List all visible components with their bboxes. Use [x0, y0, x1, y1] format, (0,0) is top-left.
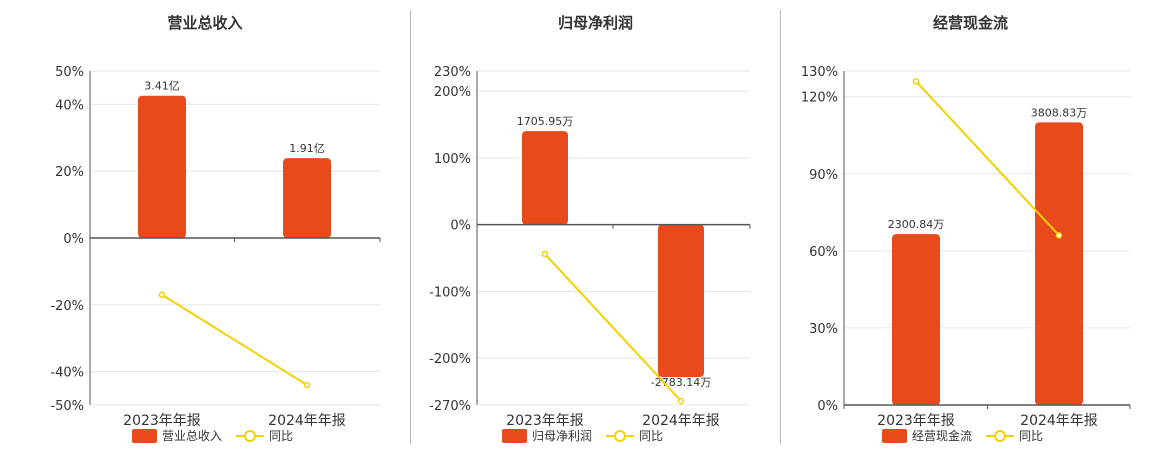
- y-tick-label: 50%: [55, 65, 84, 80]
- y-tick-label: 60%: [809, 245, 838, 260]
- x-category-label: 2023年年报: [506, 413, 584, 429]
- legend-line-swatch: [236, 429, 265, 443]
- legend-line-label: 同比: [639, 429, 664, 443]
- legend-bar-label: 经营现金流: [912, 429, 973, 443]
- y-tick-label: -100%: [429, 285, 471, 300]
- chart-panel-net-profit: 归母净利润 230% 200% 100% 0% -100% -200% -270% 1705.…: [411, 0, 780, 450]
- chart-svg-net-profit: 230%200%100%0%-100%-200%-270%1705.95万-27…: [429, 65, 751, 429]
- bar: [522, 131, 568, 225]
- y-tick-label: 30%: [809, 322, 838, 337]
- y-tick-label: 130%: [801, 65, 838, 80]
- panel-divider: [780, 10, 781, 444]
- y-tick-label: -50%: [50, 399, 84, 414]
- y-tick-label: 40%: [55, 98, 84, 113]
- legend-bar-swatch: [132, 428, 157, 443]
- y-tick-label: 0%: [63, 232, 84, 247]
- ratio-point: [158, 291, 166, 299]
- bar: [892, 234, 940, 405]
- bar-data-label: 3.41亿: [144, 80, 180, 93]
- x-category-label: 2024年年报: [268, 413, 346, 429]
- y-tick-label: -20%: [50, 299, 84, 314]
- y-tick-label: 100%: [434, 152, 471, 167]
- legend: 归母净利润 同比: [502, 427, 663, 444]
- x-category-label: 2024年年报: [642, 413, 720, 429]
- panel-divider: [410, 10, 411, 444]
- x-category-label: 2023年年报: [123, 413, 201, 429]
- ratio-line: [544, 253, 682, 402]
- bar: [658, 224, 704, 377]
- legend-line-label: 同比: [1019, 429, 1044, 443]
- x-category-label: 2023年年报: [877, 413, 955, 429]
- y-tick-label: -270%: [429, 399, 471, 414]
- legend-line-swatch: [986, 429, 1015, 443]
- legend: 营业总收入 同比: [132, 427, 293, 444]
- legend: 经营现金流 同比: [882, 427, 1043, 444]
- chart-panel-cash-flow: 经营现金流 130% 120% 90% 60% 30% 0% 2300.84万 3808.83…: [781, 0, 1160, 450]
- y-tick-label: 0%: [450, 219, 471, 234]
- y-tick-label: 230%: [434, 65, 471, 80]
- bar: [283, 158, 331, 238]
- legend-bar-swatch: [882, 428, 907, 443]
- legend-bar-swatch: [502, 428, 527, 443]
- chart-svg-revenue: 50% 40% 20% 0% -20% -40% -50% 3.41亿 1.91亿 2023年年报…: [50, 65, 381, 429]
- bar-data-label: 3808.83万: [1031, 106, 1088, 119]
- chart-panel-revenue: 营业总收入 50% 40% 20% 0% -20% -40% -50% 3.41亿 1.91亿 2…: [0, 0, 410, 450]
- y-tick-label: 120%: [801, 91, 838, 106]
- chart-title: 归母净利润: [557, 14, 633, 32]
- bar-data-label: 2300.84万: [888, 218, 945, 231]
- ratio-point: [677, 397, 685, 405]
- y-tick-label: -200%: [429, 352, 471, 367]
- bar: [1035, 122, 1083, 405]
- legend-line-label: 同比: [269, 429, 294, 443]
- chart-title: 经营现金流: [932, 14, 1008, 32]
- bar-data-label: 1705.95万: [517, 115, 574, 128]
- ratio-point: [303, 381, 311, 389]
- y-tick-label: -40%: [50, 366, 84, 381]
- y-tick-label: 90%: [809, 168, 838, 183]
- legend-line-swatch: [606, 429, 635, 443]
- bar-data-label: 1.91亿: [289, 142, 325, 155]
- ratio-line: [915, 80, 1060, 237]
- chart-svg-cash-flow: 130% 120% 90% 60% 30% 0% 2300.84万 3808.83万 2023年…: [801, 65, 1131, 429]
- y-tick-label: 20%: [55, 165, 84, 180]
- legend-bar-label: 营业总收入: [162, 429, 223, 443]
- chart-title: 营业总收入: [167, 14, 243, 32]
- ratio-point: [541, 250, 549, 258]
- x-category-label: 2024年年报: [1020, 413, 1098, 429]
- y-tick-label: 0%: [817, 399, 838, 414]
- ratio-point: [912, 78, 920, 85]
- bar: [138, 95, 186, 238]
- ratio-point: [1055, 232, 1063, 239]
- y-tick-label: 200%: [434, 85, 471, 100]
- legend-bar-label: 归母净利润: [532, 429, 593, 443]
- ratio-line: [161, 293, 308, 386]
